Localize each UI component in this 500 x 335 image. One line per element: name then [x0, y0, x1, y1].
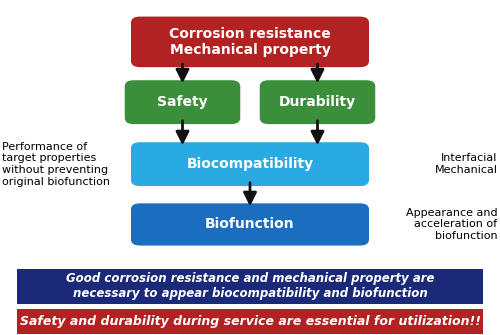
Text: Good corrosion resistance and mechanical property are
necessary to appear biocom: Good corrosion resistance and mechanical… [66, 272, 434, 300]
FancyBboxPatch shape [18, 269, 482, 304]
Text: Durability: Durability [279, 95, 356, 109]
FancyBboxPatch shape [131, 203, 369, 246]
Text: Performance of
target properties
without preventing
original biofunction: Performance of target properties without… [2, 142, 110, 187]
Text: Corrosion resistance
Mechanical property: Corrosion resistance Mechanical property [169, 27, 331, 57]
FancyBboxPatch shape [131, 142, 369, 186]
Text: Safety: Safety [157, 95, 208, 109]
Text: Safety and durability during service are essential for utilization!!: Safety and durability during service are… [20, 315, 480, 328]
FancyBboxPatch shape [260, 80, 375, 124]
FancyBboxPatch shape [124, 80, 240, 124]
Text: Biocompatibility: Biocompatibility [186, 157, 314, 171]
FancyBboxPatch shape [131, 16, 369, 67]
FancyBboxPatch shape [18, 309, 482, 334]
Text: Appearance and
acceleration of
biofunction: Appearance and acceleration of biofuncti… [406, 208, 498, 241]
Text: Interfacial
Mechanical: Interfacial Mechanical [434, 153, 498, 175]
Text: Biofunction: Biofunction [205, 217, 295, 231]
